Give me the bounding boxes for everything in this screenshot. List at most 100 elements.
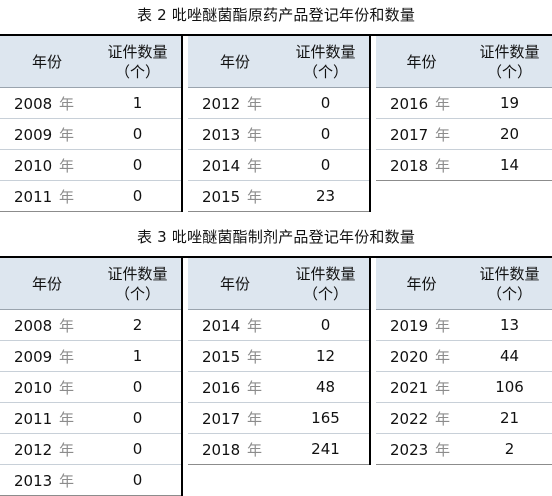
table-row: 2011 年 0 bbox=[0, 180, 183, 212]
year-cell: 2012 年 bbox=[188, 87, 282, 119]
header-year: 年份 bbox=[376, 36, 468, 88]
year-suffix: 年 bbox=[58, 94, 74, 113]
header-row: 年份 证件数量 （个） bbox=[0, 258, 183, 310]
year-suffix: 年 bbox=[58, 471, 74, 490]
year-value: 2021 bbox=[390, 378, 429, 397]
year-value: 2015 bbox=[202, 187, 241, 206]
count-cell: 0 bbox=[94, 402, 183, 434]
year-cell: 2009 年 bbox=[0, 118, 94, 150]
year-cell: 2014 年 bbox=[188, 309, 282, 341]
year-suffix: 年 bbox=[246, 378, 262, 397]
count-cell: 165 bbox=[282, 402, 371, 434]
header-count: 证件数量 （个） bbox=[94, 36, 183, 88]
table2-column-group-3: 年份 证件数量 （个） 2016 年 19 2017 年 20 2018 年 14 bbox=[376, 36, 552, 181]
year-cell: 2008 年 bbox=[0, 87, 94, 119]
year-suffix: 年 bbox=[246, 94, 262, 113]
year-cell: 2013 年 bbox=[0, 464, 94, 496]
count-cell: 23 bbox=[282, 180, 371, 212]
year-value: 2013 bbox=[14, 471, 53, 490]
table-row: 2012 年 0 bbox=[0, 433, 183, 465]
year-suffix: 年 bbox=[58, 125, 74, 144]
count-cell: 0 bbox=[94, 371, 183, 403]
year-suffix: 年 bbox=[434, 125, 450, 144]
count-cell: 0 bbox=[94, 118, 183, 150]
year-suffix: 年 bbox=[58, 156, 74, 175]
count-cell: 0 bbox=[282, 149, 371, 181]
count-cell: 241 bbox=[282, 433, 371, 465]
year-suffix: 年 bbox=[434, 347, 450, 366]
year-suffix: 年 bbox=[434, 440, 450, 459]
count-cell: 0 bbox=[282, 87, 371, 119]
table-row: 2021 年 106 bbox=[376, 371, 552, 403]
year-suffix: 年 bbox=[58, 316, 74, 335]
header-count: 证件数量 （个） bbox=[282, 258, 371, 310]
year-value: 2018 bbox=[202, 440, 241, 459]
table-row: 2022 年 21 bbox=[376, 402, 552, 434]
header-count: 证件数量 （个） bbox=[467, 258, 552, 310]
header-row: 年份 证件数量 （个） bbox=[376, 36, 552, 88]
year-cell: 2014 年 bbox=[188, 149, 282, 181]
header-count: 证件数量 （个） bbox=[467, 36, 552, 88]
year-value: 2014 bbox=[202, 316, 241, 335]
year-value: 2011 bbox=[14, 187, 53, 206]
year-suffix: 年 bbox=[58, 440, 74, 459]
table3-column-group-1: 年份 证件数量 （个） 2008 年 2 2009 年 1 2010 年 0 2011 年 0 20… bbox=[0, 258, 183, 496]
count-cell: 0 bbox=[94, 149, 183, 181]
header-row: 年份 证件数量 （个） bbox=[376, 258, 552, 310]
year-suffix: 年 bbox=[434, 94, 450, 113]
year-value: 2018 bbox=[390, 156, 429, 175]
table2-caption: 表 2 吡唑醚菌酯原药产品登记年份和数量 bbox=[136, 6, 416, 24]
year-suffix: 年 bbox=[58, 187, 74, 206]
count-cell: 20 bbox=[467, 118, 552, 150]
count-cell: 0 bbox=[282, 309, 371, 341]
count-cell: 14 bbox=[467, 149, 552, 181]
count-cell: 0 bbox=[94, 433, 183, 465]
year-value: 2013 bbox=[202, 125, 241, 144]
table-row: 2017 年 20 bbox=[376, 118, 552, 150]
header-row: 年份 证件数量 （个） bbox=[188, 258, 371, 310]
count-cell: 0 bbox=[94, 180, 183, 212]
year-cell: 2009 年 bbox=[0, 340, 94, 372]
year-value: 2012 bbox=[14, 440, 53, 459]
year-value: 2009 bbox=[14, 347, 53, 366]
year-cell: 2008 年 bbox=[0, 309, 94, 341]
header-year: 年份 bbox=[376, 258, 468, 310]
year-value: 2019 bbox=[390, 316, 429, 335]
year-suffix: 年 bbox=[434, 378, 450, 397]
header-count: 证件数量 （个） bbox=[282, 36, 371, 88]
year-value: 2016 bbox=[202, 378, 241, 397]
year-value: 2020 bbox=[390, 347, 429, 366]
table2-column-group-2: 年份 证件数量 （个） 2012 年 0 2013 年 0 2014 年 0 2015 年 23 bbox=[188, 36, 371, 212]
year-cell: 2017 年 bbox=[188, 402, 282, 434]
table-row: 2015 年 12 bbox=[188, 340, 371, 372]
year-cell: 2011 年 bbox=[0, 402, 94, 434]
year-value: 2014 bbox=[202, 156, 241, 175]
year-suffix: 年 bbox=[58, 378, 74, 397]
table3-column-group-3: 年份 证件数量 （个） 2019 年 13 2020 年 44 2021 年 106 2022 … bbox=[376, 258, 552, 465]
table-row: 2017 年 165 bbox=[188, 402, 371, 434]
table-row: 2019 年 13 bbox=[376, 309, 552, 341]
table3-subtable: 年份 证件数量 （个） 2008 年 2 2009 年 1 2010 年 0 2011 年 0 20… bbox=[0, 258, 183, 496]
year-suffix: 年 bbox=[246, 316, 262, 335]
year-value: 2017 bbox=[390, 125, 429, 144]
year-cell: 2010 年 bbox=[0, 371, 94, 403]
year-value: 2008 bbox=[14, 94, 53, 113]
year-cell: 2018 年 bbox=[188, 433, 282, 465]
year-cell: 2018 年 bbox=[376, 149, 468, 181]
year-value: 2022 bbox=[390, 409, 429, 428]
year-cell: 2010 年 bbox=[0, 149, 94, 181]
table3-top-rule bbox=[0, 256, 552, 258]
year-value: 2016 bbox=[390, 94, 429, 113]
year-cell: 2016 年 bbox=[376, 87, 468, 119]
year-suffix: 年 bbox=[434, 409, 450, 428]
year-suffix: 年 bbox=[246, 409, 262, 428]
